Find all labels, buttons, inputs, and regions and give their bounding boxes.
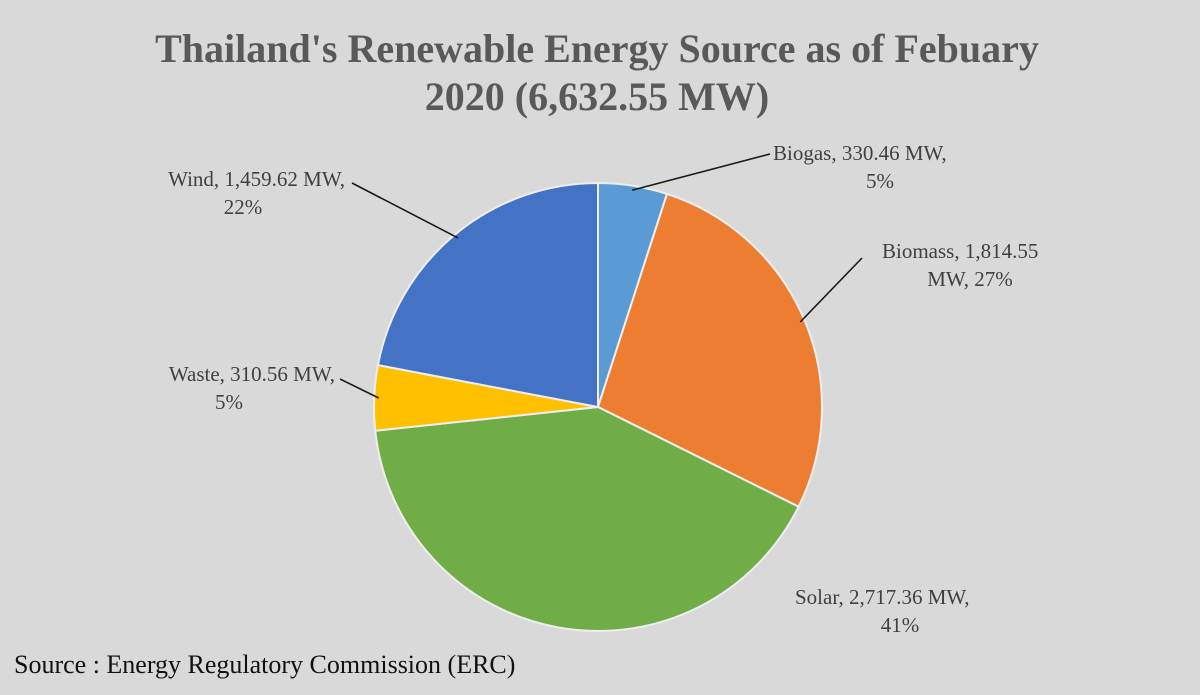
leader-line-biomass (799, 257, 863, 323)
slice-labels: Biogas, 330.46 MW, 5% Biomass, 1,814.55 MW,… (168, 141, 1038, 637)
pie-slice-solar (374, 405, 800, 632)
slice-label-biogas-line-2: 5% (866, 169, 894, 193)
slice-label-wind-line-2: 22% (224, 195, 263, 219)
slice-label-wind-line-1: Wind, 1,459.62 MW, (168, 167, 345, 191)
slice-label-waste-line-1: Waste, 310.56 MW, (169, 362, 335, 386)
slice-label-biogas-line-1: Biogas, 330.46 MW, (773, 141, 947, 165)
leader-line-wind (351, 182, 459, 239)
pie-slices (373, 181, 823, 632)
chart-title-line-2: 2020 (6,632.55 MW) (425, 74, 769, 119)
pie-slice-wind (376, 181, 599, 409)
leader-line-waste (339, 378, 380, 399)
slice-label-biomass-line-1: Biomass, 1,814.55 (882, 239, 1038, 263)
pie-slice-biomass (596, 192, 823, 509)
source-note: Source : Energy Regulatory Commission (E… (14, 650, 516, 679)
slice-label-waste-line-2: 5% (215, 390, 243, 414)
slice-label-solar-line-1: Solar, 2,717.36 MW, (795, 585, 970, 609)
leader-lines (339, 153, 863, 399)
slice-label-biomass-line-2: MW, 27% (927, 267, 1013, 291)
leader-line-biogas (631, 153, 771, 191)
chart-title-line-1: Thailand's Renewable Energy Source as of… (155, 26, 1039, 71)
slice-label-solar-line-2: 41% (881, 613, 920, 637)
